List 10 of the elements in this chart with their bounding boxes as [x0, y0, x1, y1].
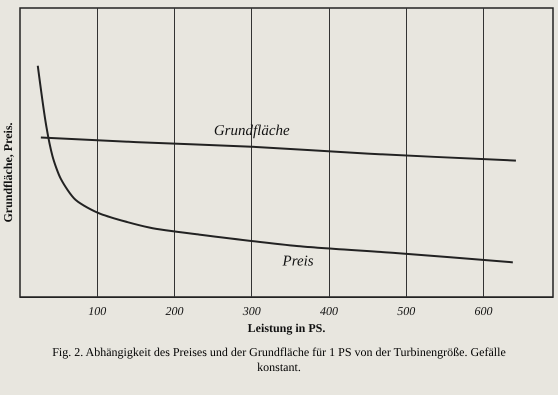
x-tick-label: 100: [88, 304, 106, 318]
series-label: Preis: [282, 254, 314, 270]
x-tick-label: 500: [397, 304, 416, 318]
caption: Fig. 2. Abhängigkeit des Preises und der Grundfläche für 1 PS von der Turbinengröße. Gefälle konstant.: [51, 345, 507, 375]
y-axis-title: Grundfläche, Preis.: [1, 122, 15, 223]
x-tick-label: 600: [474, 304, 492, 318]
x-tick-label: 400: [320, 304, 338, 318]
x-axis-title: Leistung in PS.: [248, 320, 326, 335]
x-tick-label: 300: [242, 304, 261, 318]
x-tick-label: 200: [165, 304, 184, 318]
